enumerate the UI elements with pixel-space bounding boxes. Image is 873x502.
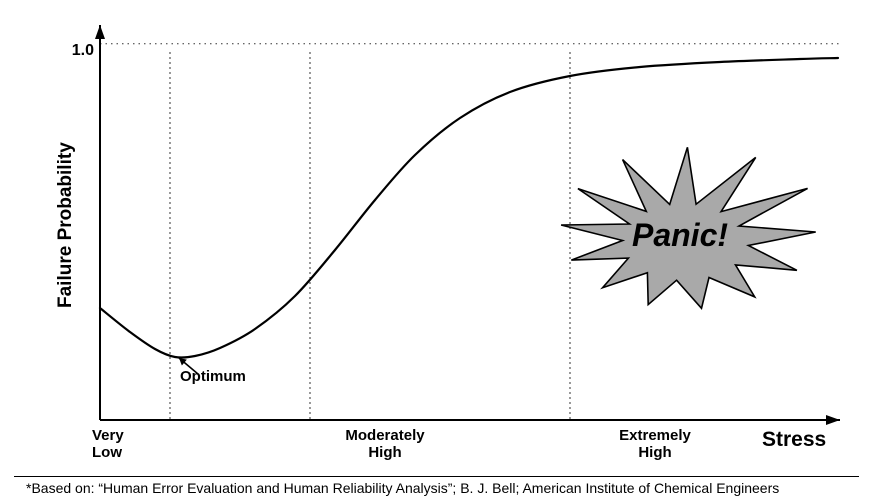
x-tick-line2: High bbox=[368, 444, 401, 461]
optimum-label: Optimum bbox=[180, 368, 246, 385]
x-tick-moderately-high: Moderately High bbox=[300, 428, 470, 461]
footnote-text: *Based on: “Human Error Evaluation and H… bbox=[26, 480, 779, 496]
x-tick-extremely-high: Extremely High bbox=[580, 428, 730, 461]
chart-frame: { "chart": { "type": "line", "canvas": {… bbox=[0, 0, 873, 502]
y-tick-1: 1.0 bbox=[60, 42, 94, 60]
x-tick-line1: Extremely bbox=[619, 427, 691, 444]
x-axis-label: Stress bbox=[762, 428, 826, 452]
x-tick-line2: Low bbox=[92, 444, 122, 461]
footnote-rule bbox=[14, 476, 859, 477]
failure-probability-curve bbox=[100, 58, 838, 358]
x-tick-line1: Very bbox=[92, 427, 124, 444]
x-tick-very-low: Very Low bbox=[92, 428, 152, 461]
y-axis-label: Failure Probability bbox=[55, 142, 77, 308]
x-tick-line2: High bbox=[638, 444, 671, 461]
x-tick-line1: Moderately bbox=[345, 427, 424, 444]
panic-label: Panic! bbox=[580, 217, 780, 254]
